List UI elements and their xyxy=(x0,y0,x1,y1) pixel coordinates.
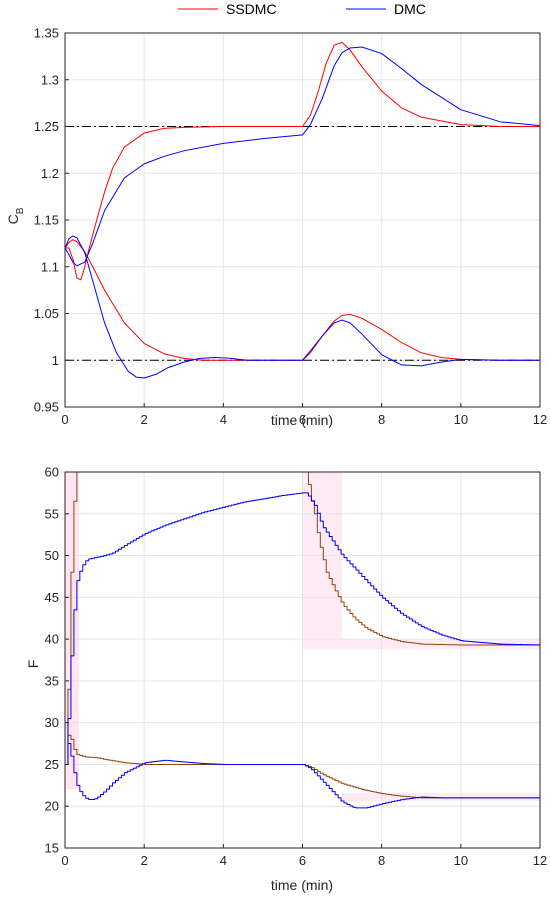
bot-x-tick-label: 0 xyxy=(61,853,68,868)
bot-x-tick-label: 12 xyxy=(533,853,547,868)
top-x-tick-label: 8 xyxy=(378,412,385,427)
bot-x-tick-label: 4 xyxy=(220,853,227,868)
top-y-tick-label: 1 xyxy=(52,353,59,368)
concentration-x-axis-label: time (min) xyxy=(271,412,333,428)
flow-y-axis-label-group: F xyxy=(25,660,41,669)
bot-y-tick-label: 45 xyxy=(45,590,59,605)
top-y-tick-label: 1.2 xyxy=(41,166,59,181)
bot-series-3-line xyxy=(65,743,540,809)
top-x-tick-label: 10 xyxy=(454,412,468,427)
concentration-series xyxy=(64,41,541,379)
flow-y-axis-label: F xyxy=(25,660,41,669)
legend: SSDMC DMC xyxy=(178,1,426,17)
flow-chart: 0 2 4 6 8 10 12 15 20 25 30 35 40 45 50 55 60 time (min… xyxy=(25,465,547,894)
bot-y-tick-label: 15 xyxy=(45,841,59,856)
bot-y-tick-label: 60 xyxy=(45,465,59,480)
bot-y-tick-label: 35 xyxy=(45,673,59,688)
bot-x-tick-label: 8 xyxy=(378,853,385,868)
top-series-3-line xyxy=(64,235,540,379)
concentration-y-axis-label-subscript: B xyxy=(15,207,26,214)
top-y-tick-label: 1.15 xyxy=(34,213,59,228)
concentration-y-axis-label-main: C xyxy=(5,214,21,224)
legend-label-dmc: DMC xyxy=(394,1,426,17)
flow-band-start xyxy=(65,472,79,790)
concentration-y-axis-label: CB xyxy=(5,207,26,224)
bot-x-tick-label: 6 xyxy=(299,853,306,868)
top-x-tick-label: 6 xyxy=(299,412,306,427)
bot-y-tick-label: 30 xyxy=(45,715,59,730)
bot-x-tick-label: 2 xyxy=(141,853,148,868)
setpoint-reference-lines xyxy=(65,126,540,361)
flow-x-tick-labels: 0 2 4 6 8 10 12 xyxy=(61,844,547,868)
concentration-y-tick-labels: 0.95 1 1.05 1.1 1.15 1.2 1.25 1.3 1.35 xyxy=(34,26,69,415)
bot-x-tick-label: 10 xyxy=(454,853,468,868)
concentration-y-axis-label-group: CB xyxy=(5,207,26,224)
bot-series-1-line xyxy=(65,734,540,799)
bot-y-tick-label: 50 xyxy=(45,548,59,563)
bot-y-tick-label: 25 xyxy=(45,757,59,772)
concentration-chart: 0 2 4 6 8 10 12 0.95 1 1.05 1.1 1.15 1.2 1.25 1.3 1.35… xyxy=(5,26,547,429)
top-x-tick-label: 4 xyxy=(220,412,227,427)
top-x-tick-label: 0 xyxy=(61,412,68,427)
bot-y-tick-label: 20 xyxy=(45,799,59,814)
legend-label-ssdmc: SSDMC xyxy=(226,1,277,17)
top-x-tick-label: 12 xyxy=(533,412,547,427)
flow-band-lower xyxy=(342,792,540,802)
top-series-0-line xyxy=(65,41,540,281)
concentration-x-tick-labels: 0 2 4 6 8 10 12 xyxy=(61,403,547,427)
top-y-tick-label: 1.3 xyxy=(41,72,59,87)
flow-x-axis-label: time (min) xyxy=(271,877,333,893)
top-y-tick-label: 1.35 xyxy=(34,26,59,41)
top-y-tick-label: 1.1 xyxy=(41,259,59,274)
bot-y-tick-label: 40 xyxy=(45,632,59,647)
flow-y-tick-labels: 15 20 25 30 35 40 45 50 55 60 xyxy=(45,465,69,856)
top-x-tick-label: 2 xyxy=(141,412,148,427)
top-y-tick-label: 1.25 xyxy=(34,119,59,134)
top-y-tick-label: 1.05 xyxy=(34,306,59,321)
bot-series-2-line xyxy=(65,492,541,765)
top-y-tick-label: 0.95 xyxy=(34,400,59,415)
bot-y-tick-label: 55 xyxy=(45,506,59,521)
